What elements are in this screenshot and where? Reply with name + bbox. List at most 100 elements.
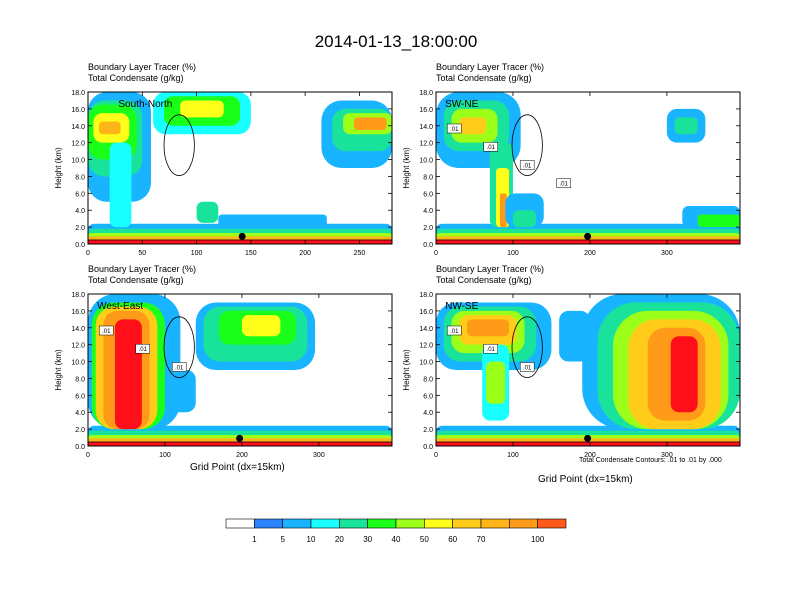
colorbar-swatch-3 [310,518,340,529]
colorbar: 1 5 10 20 30 40 50 60 70 100 [225,518,567,544]
panel-1-location-marker [238,232,246,240]
panel-1-y-tick-label-6: 12.0 [71,141,85,148]
colorbar-swatch-11 [537,518,567,529]
panel-1-condensate-contours [88,114,392,241]
panel-3-frame [87,293,393,447]
panel-1-y-tick-label-8: 16.0 [71,107,85,114]
colorbar-label-7: 60 [448,535,457,544]
panel-2-contour-label-3: .01 [560,182,569,188]
colorbar-swatch-7 [424,518,453,529]
panel-4-contour-label-box-1 [483,343,498,354]
panel-2-label-condensate: Total Condensate (g/kg) [436,73,532,83]
panel-2-y-tick-label-0: 0.0 [423,242,433,249]
colorbar-swatch-1 [254,518,283,529]
panel-2-label-tracer: Boundary Layer Tracer (%) [436,62,545,72]
panel-4-x-tick-label-1: 100 [507,452,519,459]
panel-1-x-tick-label-1: 50 [138,250,146,257]
panel-4-y-tick-label-0: 0.0 [423,444,433,451]
colorbar-label-5: 40 [392,535,401,544]
colorbar-label-0: 1 [252,535,257,544]
colorbar-swatch-10 [509,518,538,529]
panel-3-y-tick-label-3: 6.0 [75,393,85,400]
panel-4-x-tick-label-2: 200 [584,452,596,459]
panel-2-y-tick-label-6: 12.0 [419,141,433,148]
panel-4-condensate-contours [436,316,740,443]
panel-3-y-tick-label-1: 2.0 [75,427,85,434]
panel-2-contour-label-2: .01 [523,163,532,169]
panel-3-contour-label-1: .01 [139,347,148,353]
panel-2-x-tick-label-1: 100 [507,250,519,257]
panel-3-y-tick-label-8: 16.0 [71,309,85,316]
panel-3-x-tick-label-2: 200 [236,452,248,459]
colorbar-swatch-8 [452,518,482,529]
panel-2-section-name: SW-NE [445,99,478,110]
panel-4-label-tracer: Boundary Layer Tracer (%) [436,264,545,274]
panel-1-label: Boundary Layer Tracer (%) Total Condensa… [88,62,196,84]
panel-4-y-tick-label-3: 6.0 [423,393,433,400]
panel-1-y-tick-label-9: 18.0 [71,90,85,97]
panel-2-y-axis-title: Height (km) [402,147,411,189]
panel-4-x-tick-label-3: 300 [661,452,673,459]
panel-2-y-tick-label-7: 14.0 [419,124,433,131]
panel-3-cross-section: .01 .01 .01 West-East 0.0 2.0 4.0 6.0 8.0 10.0 12.… [54,292,393,459]
panel-2-y-tick-label-4: 8.0 [423,174,433,181]
colorbar-swatch-9 [480,518,510,529]
panel-2-contour-label-box-2 [519,160,535,170]
panel-2-location-marker [584,232,592,240]
panel-2-cross-section: .01 .01 .01 .01 SW-NE 0.0 2.0 4.0 6.0 8.0 10.0 12.0… [402,90,741,257]
panel-4-location-marker [584,434,592,442]
panel-2-y-tick-label-1: 2.0 [423,225,433,232]
panel-4-y-tick-label-4: 8.0 [423,376,433,383]
panel-1-y-tick-label-5: 10.0 [71,158,85,165]
panel-1-y-axis-title: Height (km) [54,147,63,189]
panel-3-contour-label-0: .01 [102,329,111,335]
colorbar-label-8: 70 [477,535,486,544]
panel-3-x-tick-label-0: 0 [86,452,90,459]
panel-3-y-tick-label-7: 14.0 [71,326,85,333]
panel-2-frame [435,91,741,245]
panel-4-cross-section: .01 .01 .01 NW-SE 0.0 2.0 4.0 6.0 8.0 10.0 12.0 14.… [402,292,741,459]
panel-3-y-tick-label-0: 0.0 [75,444,85,451]
panel-2-contour-label-box-1 [483,141,498,152]
panel-3-shade-13 [241,315,281,337]
panel-2-contour-label-box-0 [446,123,462,134]
panel-1-shade-17 [354,117,387,130]
panel-2-shade-13 [512,210,537,228]
colorbar-label-4: 30 [363,535,372,544]
panel-3-label-condensate: Total Condensate (g/kg) [88,275,184,285]
figure-title: 2014-01-13_18:00:00 [314,32,478,51]
panel-2-x-tick-label-2: 200 [584,250,596,257]
panel-1-shade-13 [180,100,224,118]
panel-3-label: Boundary Layer Tracer (%) Total Condensa… [88,264,196,286]
panel-3-contour-label-box-1 [135,343,150,354]
colorbar-label-1: 5 [280,535,285,544]
panel-4-y-tick-label-2: 4.0 [423,410,433,417]
panel-3-y-tick-label-2: 4.0 [75,410,85,417]
panel-4-label: Boundary Layer Tracer (%) Total Condensa… [436,264,544,286]
panel-2-shade-17 [697,214,740,228]
panel-4-section-name: NW-SE [445,301,478,312]
panel-3-x-axis-title: Grid Point (dx=15km) [190,462,285,473]
panel-1-label-tracer: Boundary Layer Tracer (%) [88,62,197,72]
colorbar-swatch-0 [225,518,255,529]
panel-2-y-tick-label-5: 10.0 [419,158,433,165]
panel-3-y-tick-label-6: 12.0 [71,343,85,350]
panel-3-label-tracer: Boundary Layer Tracer (%) [88,264,197,274]
panel-1-shade-10 [109,142,132,228]
panel-1-cross-section: South-North 0.0 2.0 4.0 6.0 8.0 10.0 12.0 14.0 16… [54,90,393,257]
panel-3-shade-14 [164,370,196,413]
panel-3-contour-label-box-0 [98,325,114,336]
panel-2-shade-15 [674,117,698,135]
panel-4-contour-label-1: .01 [487,347,496,353]
panel-3-section-name: West-East [97,301,143,312]
colorbar-swatch-4 [339,518,368,529]
panel-2-y-tick-label-2: 4.0 [423,208,433,215]
panel-2-x-tick-label-0: 0 [434,250,438,257]
panel-4-shade-12 [559,310,590,362]
panel-3-x-tick-label-1: 100 [159,452,171,459]
panel-4-y-tick-label-1: 2.0 [423,427,433,434]
panel-2-contour-label-box-3 [556,178,571,188]
panel-3-condensate-contours [88,316,392,443]
panel-2-tracer-shading [436,92,740,244]
colorbar-label-9: 100 [531,535,545,544]
